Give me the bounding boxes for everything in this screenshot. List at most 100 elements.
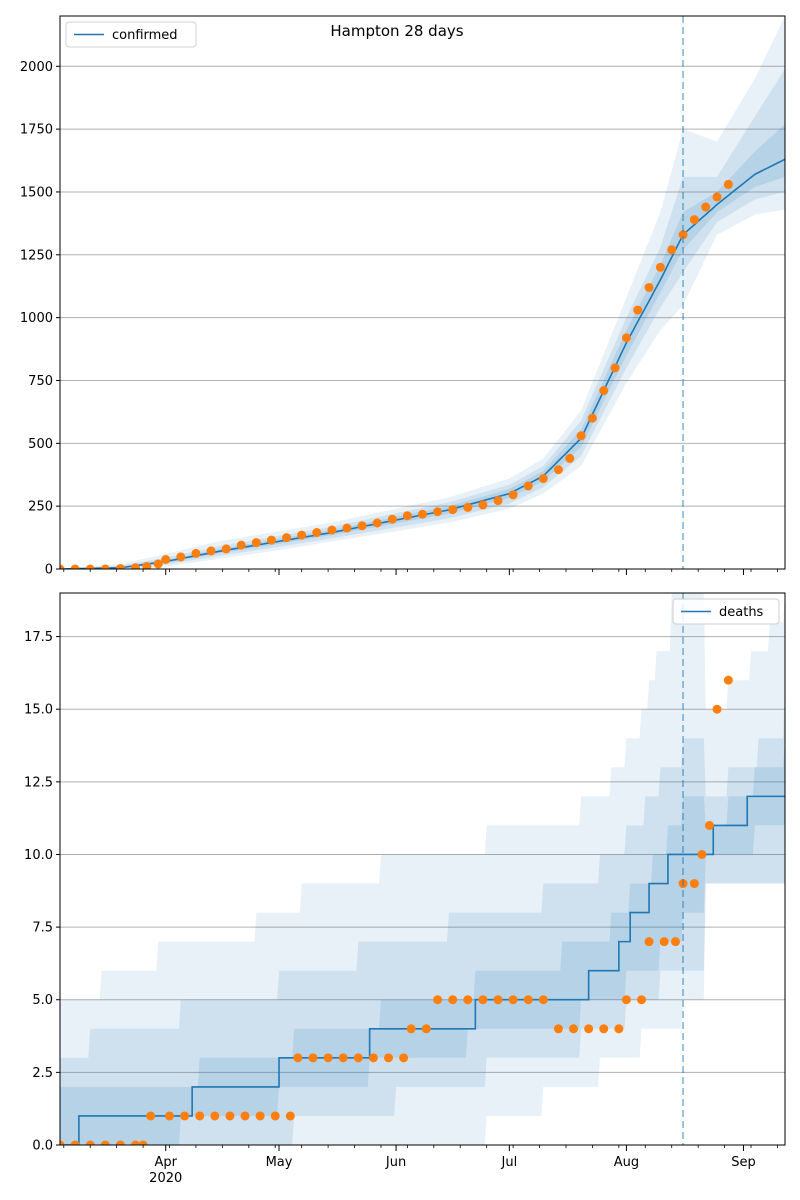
observed-point	[225, 1111, 235, 1121]
observed-point	[493, 995, 503, 1005]
legend-label: deaths	[719, 605, 764, 620]
observed-point	[255, 1111, 265, 1121]
legend-box	[65, 21, 197, 48]
observed-point	[418, 509, 427, 519]
observed-point	[131, 1140, 141, 1145]
plot-frame	[59, 592, 786, 1146]
observed-point	[478, 500, 488, 510]
observed-point	[670, 937, 680, 947]
observed-point	[70, 1140, 80, 1145]
figure-title: Hampton 28 days	[330, 22, 463, 40]
legend-deaths: deaths	[672, 598, 780, 625]
observed-point	[448, 995, 458, 1005]
x-tick-label: May	[266, 1155, 293, 1170]
x-tick-label: Apr	[154, 1155, 177, 1170]
observed-point	[387, 514, 397, 524]
observed-point	[712, 192, 722, 202]
observed-point	[633, 305, 643, 315]
observed-point	[282, 533, 292, 543]
observed-point	[357, 521, 367, 531]
y-tick-label: 15.0	[24, 703, 53, 718]
observed-point	[60, 564, 65, 569]
observed-point	[85, 1140, 95, 1145]
observed-point	[538, 474, 548, 484]
observed-point	[587, 413, 597, 423]
y-tick-label: 0.0	[32, 1139, 53, 1154]
observed-point	[308, 1053, 318, 1063]
observed-point	[206, 546, 216, 556]
observed-point	[599, 1024, 609, 1034]
observed-point	[100, 564, 110, 569]
observed-point	[678, 230, 688, 240]
legend-label: confirmed	[112, 28, 178, 43]
y-tick-label: 1250	[20, 248, 53, 263]
observed-point	[131, 563, 141, 569]
observed-point	[251, 538, 261, 548]
observed-point	[644, 937, 654, 947]
observed-point	[448, 505, 458, 515]
observed-point	[584, 1024, 594, 1034]
y-tick-label: 1500	[20, 185, 53, 200]
observed-point	[637, 995, 647, 1005]
observed-point	[176, 552, 186, 562]
observed-point	[406, 1024, 416, 1034]
x-tick-label: Jul	[501, 1155, 518, 1170]
observed-point	[701, 202, 711, 212]
observed-point	[569, 1024, 579, 1034]
observed-point	[523, 995, 533, 1005]
observed-point	[704, 820, 714, 830]
observed-point	[210, 1111, 220, 1121]
uncertainty-band-outer	[60, 16, 785, 569]
observed-point	[191, 548, 201, 558]
y-tick-label: 7.5	[32, 921, 53, 936]
observed-point	[161, 554, 171, 564]
observed-point	[689, 879, 699, 889]
y-tick-label: 1000	[20, 311, 53, 326]
uncertainty-band-outer	[60, 593, 785, 1145]
observed-point	[655, 262, 665, 272]
observed-point	[478, 995, 488, 1005]
observed-point	[142, 561, 152, 569]
observed-point	[180, 1111, 190, 1121]
y-tick-label: 0	[45, 563, 53, 578]
observed-point	[493, 496, 503, 506]
observed-point	[138, 1140, 148, 1145]
observed-point	[236, 540, 246, 550]
observed-point	[60, 1140, 65, 1145]
observed-point	[368, 1053, 378, 1063]
observed-point	[293, 1053, 303, 1063]
observed-point	[221, 544, 231, 554]
y-tick-label: 500	[28, 437, 53, 452]
observed-point	[297, 530, 307, 540]
observed-point	[323, 1053, 333, 1063]
observed-point	[312, 528, 322, 538]
observed-point	[610, 363, 620, 373]
confirmed-panel: 0 250 500 750 1000 1250 1500 1750 2000 confirmed	[20, 15, 786, 578]
observed-point	[433, 507, 443, 517]
y-tick-label: 2.5	[32, 1066, 53, 1081]
observed-point	[195, 1111, 205, 1121]
y-tick-label: 2000	[20, 60, 53, 75]
observed-point	[576, 431, 586, 441]
uncertainty-band-inner	[60, 738, 785, 1145]
observed-point	[553, 465, 563, 475]
plot-frame	[59, 15, 786, 570]
observed-point	[266, 535, 276, 545]
observed-point	[165, 1111, 175, 1121]
observed-point	[353, 1053, 363, 1063]
y-tick-label: 12.5	[24, 775, 53, 790]
observed-point	[565, 453, 575, 463]
observed-point	[621, 333, 631, 343]
observed-point	[553, 1024, 563, 1034]
observed-point	[463, 502, 473, 512]
observed-point	[85, 564, 95, 569]
observed-point	[723, 675, 733, 685]
observed-point	[621, 995, 631, 1005]
observed-point	[538, 995, 548, 1005]
observed-point	[508, 995, 518, 1005]
observed-point	[508, 490, 518, 500]
y-tick-label: 750	[28, 374, 53, 389]
observed-point	[372, 518, 382, 528]
observed-point	[689, 215, 699, 225]
